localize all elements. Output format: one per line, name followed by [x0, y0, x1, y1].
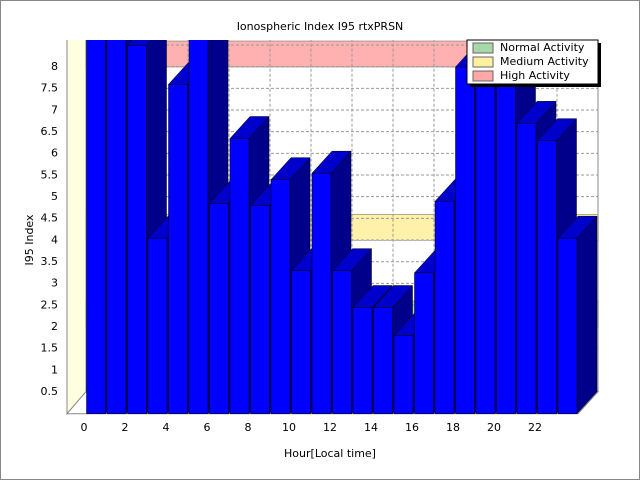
x-tick-label: 8	[245, 421, 252, 434]
bar-front	[557, 237, 578, 414]
x-tick-label: 16	[405, 421, 419, 434]
y-tick-label: 8	[51, 60, 58, 73]
bar-front	[332, 270, 352, 414]
bar-front	[127, 45, 147, 414]
chart-title: Ionospheric Index I95 rtxPRSN	[237, 20, 404, 33]
y-tick-label: 5.5	[41, 168, 59, 181]
x-tick-label: 22	[528, 421, 542, 434]
bar-front	[291, 270, 311, 414]
y-tick-label: 7.5	[41, 82, 59, 95]
bar-front	[393, 335, 414, 414]
x-tick-label: 0	[81, 421, 88, 434]
bar-front	[86, 40, 106, 414]
bar-side	[576, 215, 598, 415]
y-tick-label: 7	[51, 103, 58, 116]
bar-front	[147, 237, 168, 414]
bar-front	[311, 172, 332, 414]
y-tick-label: 3	[51, 277, 58, 290]
bar-front	[270, 179, 291, 414]
bar-front	[106, 40, 127, 414]
x-tick-label: 12	[323, 421, 337, 434]
y-tick-label: 2	[51, 320, 58, 333]
bar	[557, 215, 598, 415]
legend-label: Normal Activity	[500, 41, 585, 54]
legend-swatch	[472, 56, 494, 68]
y-tick-label: 0.5	[41, 385, 59, 398]
bar-front	[414, 272, 434, 414]
y-axis-title: I95 Index	[23, 214, 36, 266]
y-tick-label: 5	[51, 190, 58, 203]
bar-front	[168, 84, 188, 414]
bar-front	[537, 140, 557, 414]
bar-front	[496, 66, 516, 414]
bar-front	[250, 205, 270, 414]
y-tick-label: 4.5	[41, 212, 59, 225]
y-tick-label: 2.5	[41, 298, 59, 311]
y-tick-label: 4	[51, 233, 58, 246]
y-tick-label: 6.5	[41, 125, 59, 138]
bar-front	[352, 307, 373, 414]
bar-front	[516, 123, 537, 414]
x-tick-label: 10	[282, 421, 296, 434]
y-tick-label: 1	[51, 363, 58, 376]
bar-front	[209, 203, 229, 414]
y-tick-label: 1.5	[41, 342, 59, 355]
bar-front	[475, 66, 496, 414]
x-tick-label: 14	[364, 421, 378, 434]
left-wall	[66, 40, 87, 416]
legend-swatch	[472, 42, 494, 54]
y-tick-label: 3.5	[41, 255, 59, 268]
legend-swatch	[472, 70, 494, 82]
x-tick-label: 18	[446, 421, 460, 434]
legend-label: High Activity	[500, 69, 570, 82]
bar-front	[434, 201, 455, 414]
x-tick-label: 6	[204, 421, 211, 434]
x-tick-label: 2	[122, 421, 129, 434]
bar-front	[373, 307, 393, 414]
x-axis-title: Hour[Local time]	[284, 447, 376, 460]
x-tick-label: 20	[487, 421, 501, 434]
y-tick-label: 6	[51, 147, 58, 160]
bar-front	[455, 66, 475, 414]
legend-label: Medium Activity	[500, 55, 589, 68]
bar-front	[188, 40, 209, 414]
x-tick-label: 4	[163, 421, 170, 434]
bar-front	[229, 138, 250, 414]
